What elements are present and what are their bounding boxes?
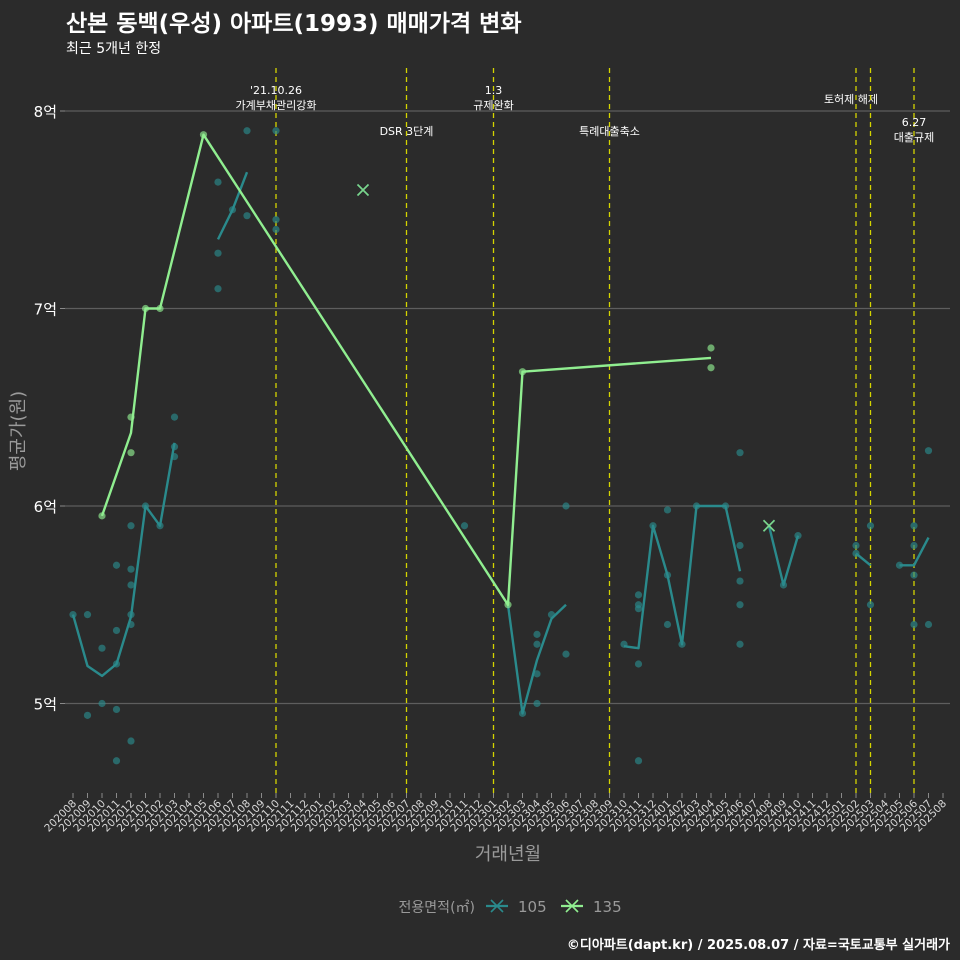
data-point-105 [736,577,744,585]
data-point-105 [83,711,92,719]
y-tick-label: 7억 [34,301,57,319]
data-point-135 [707,344,715,352]
event-label: '21.10.26 [250,84,302,97]
y-tick-label: 5억 [34,696,57,714]
data-point-105 [736,640,744,648]
data-point-105 [214,285,222,293]
event-label: 가계부채관리강화 [236,99,317,112]
event-label: 1.3 [485,84,503,97]
cross-marker-135 [762,519,776,532]
legend-key-marker [565,899,579,913]
y-tick-label: 8억 [34,103,57,121]
event-label: DSR 3단계 [380,125,434,138]
y-tick-label: 6억 [34,498,57,516]
data-point-105 [214,178,222,186]
data-point-105 [127,565,135,573]
x-axis-title: 거래년월 [475,844,541,865]
legend-label: 135 [593,898,622,916]
data-point-105 [533,670,541,678]
data-point-105 [852,541,860,550]
series-line-105 [767,525,800,587]
data-point-105 [736,601,744,609]
data-point-105 [533,699,541,708]
data-point-105 [663,620,672,629]
event-label: 6.27 [902,116,927,129]
data-point-105 [562,502,570,510]
data-point-105 [460,522,469,530]
data-point-105 [910,541,918,550]
data-point-105 [866,522,875,530]
data-point-105 [214,249,222,257]
event-label: 토허제 해제 [824,92,878,106]
data-point-105 [98,699,106,708]
data-point-105 [112,561,121,569]
data-point-135 [127,449,135,457]
legend-label: 105 [518,898,547,916]
data-point-105 [634,591,643,599]
event-label: 특례대출축소 [579,125,640,138]
event-label: 대출규제 [894,131,934,144]
data-point-105 [170,413,179,421]
data-point-105 [112,705,121,714]
data-point-105 [866,601,875,609]
data-point-105 [112,757,121,765]
data-point-105 [83,611,92,619]
data-point-105 [924,620,933,629]
data-point-105 [533,640,541,648]
data-point-105 [634,605,643,613]
data-point-105 [533,630,541,638]
data-point-105 [910,571,918,579]
chart-title: 산본 동백(우성) 아파트(1993) 매매가격 변화 [66,11,522,37]
series-line-105 [216,171,249,240]
data-point-105 [243,212,251,220]
source-caption: ©디아파트(dapt.kr) / 2025.08.07 / 자료=국토교통부 실… [566,938,950,953]
data-point-105 [272,225,280,234]
series-line-105 [506,603,567,715]
data-point-105 [910,620,918,629]
data-point-105 [272,127,280,135]
series-line-135 [100,133,712,606]
data-point-105 [127,522,135,530]
data-point-105 [663,506,672,514]
data-point-105 [634,757,643,765]
series-line-105 [71,442,176,678]
data-point-105 [112,626,121,635]
data-point-135 [707,364,715,372]
data-point-105 [736,449,744,457]
cross-marker-135 [356,183,370,197]
data-point-105 [910,522,918,530]
y-axis-title: 평균가(원) [8,391,29,471]
series-line-105 [899,537,930,567]
data-point-105 [924,447,933,455]
data-point-105 [736,541,744,550]
series-line-105 [623,504,742,650]
series-line-105 [855,552,872,567]
event-label: 규제완화 [473,99,513,112]
data-point-105 [243,127,251,135]
data-point-105 [562,650,570,658]
legend-title: 전용면적(㎡) [399,900,475,916]
data-point-105 [634,660,643,668]
chart-subtitle: 최근 5개년 한정 [66,41,162,57]
data-point-105 [272,216,280,224]
data-point-105 [127,581,135,589]
data-point-105 [98,644,106,652]
legend-key-marker [490,899,504,913]
data-point-105 [127,737,135,745]
